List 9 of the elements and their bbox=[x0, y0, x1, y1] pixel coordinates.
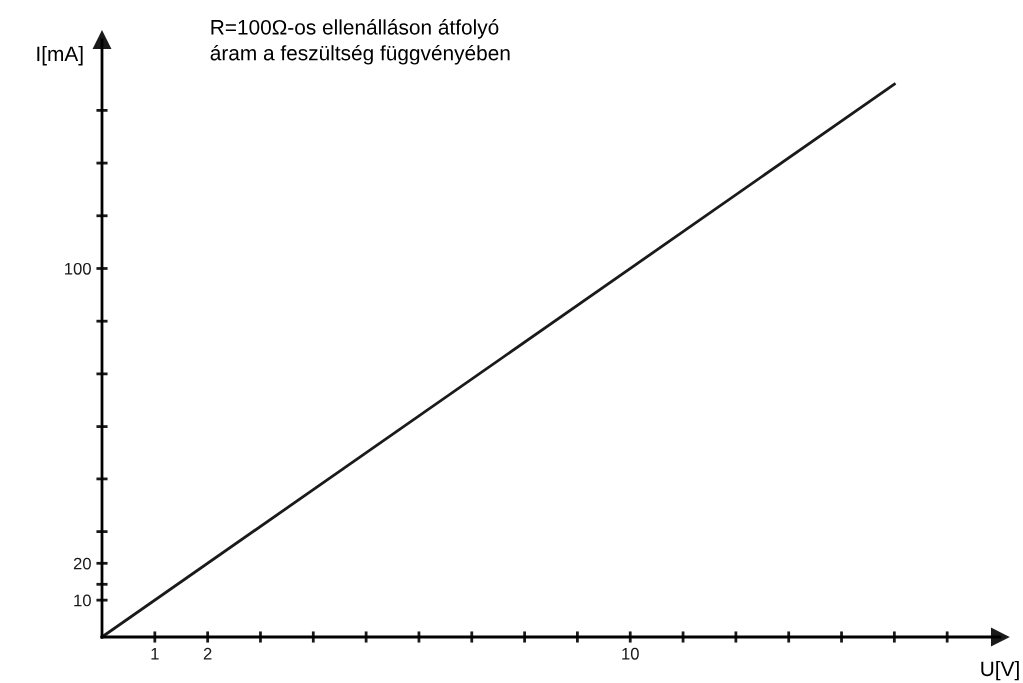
y-tick-label: 100 bbox=[65, 262, 91, 275]
x-tick-label: 1 bbox=[151, 648, 159, 660]
y-axis-title: I[mA] bbox=[37, 45, 83, 66]
y-tick-label: 10 bbox=[74, 594, 91, 607]
chart-title: R=100Ω-os ellenálláson átfolyó áram a feszültség függvényében bbox=[210, 19, 510, 65]
x-axis-title: U[V] bbox=[981, 660, 1019, 681]
x-tick-label: 2 bbox=[203, 647, 212, 660]
x-tick-label: 10 bbox=[622, 647, 639, 660]
y-tick-label: 20 bbox=[73, 557, 91, 570]
